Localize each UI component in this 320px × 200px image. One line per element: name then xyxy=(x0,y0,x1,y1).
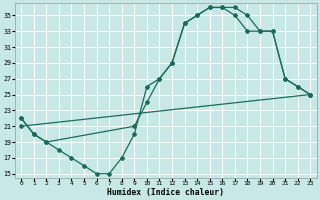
X-axis label: Humidex (Indice chaleur): Humidex (Indice chaleur) xyxy=(107,188,224,197)
